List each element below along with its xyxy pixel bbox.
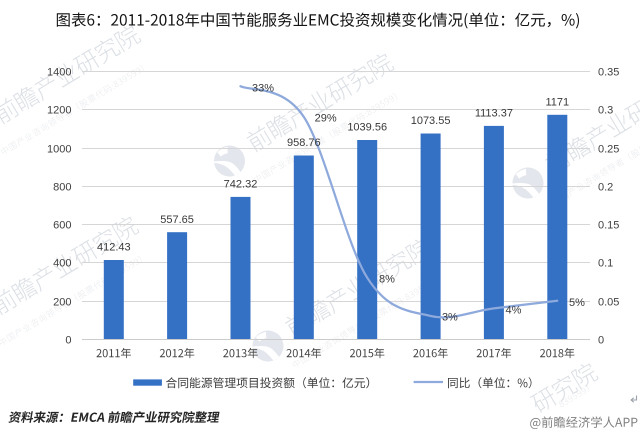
svg-text:400: 400: [53, 258, 71, 270]
svg-text:600: 600: [53, 220, 71, 232]
svg-text:33%: 33%: [252, 82, 274, 94]
svg-text:1073.55: 1073.55: [411, 115, 451, 127]
svg-text:3%: 3%: [442, 311, 458, 323]
svg-text:958.76: 958.76: [287, 137, 321, 149]
svg-text:1000: 1000: [47, 144, 71, 156]
svg-text:0: 0: [65, 335, 71, 347]
svg-text:557.65: 557.65: [160, 214, 194, 226]
svg-text:1039.56: 1039.56: [347, 122, 387, 134]
svg-text:742.32: 742.32: [224, 179, 258, 191]
svg-text:0.1: 0.1: [598, 258, 613, 270]
svg-text:0.35: 0.35: [598, 67, 619, 79]
svg-text:1171: 1171: [545, 97, 569, 109]
svg-text:0.25: 0.25: [598, 144, 619, 156]
svg-text:0.3: 0.3: [598, 105, 613, 117]
svg-text:0.2: 0.2: [598, 182, 613, 194]
svg-text:0: 0: [598, 335, 604, 347]
svg-text:4%: 4%: [506, 305, 522, 317]
svg-text:1200: 1200: [47, 105, 71, 117]
svg-text:1400: 1400: [47, 67, 71, 79]
svg-text:412.43: 412.43: [97, 242, 131, 254]
svg-text:200: 200: [53, 297, 71, 309]
svg-text:800: 800: [53, 182, 71, 194]
svg-text:29%: 29%: [315, 113, 337, 125]
svg-text:8%: 8%: [379, 273, 395, 285]
svg-text:1113.37: 1113.37: [475, 108, 513, 120]
svg-text:0.15: 0.15: [598, 220, 619, 232]
svg-text:5%: 5%: [569, 297, 585, 309]
svg-text:0.05: 0.05: [598, 297, 619, 309]
